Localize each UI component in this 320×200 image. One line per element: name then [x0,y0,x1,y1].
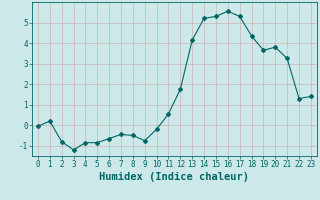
X-axis label: Humidex (Indice chaleur): Humidex (Indice chaleur) [100,172,249,182]
